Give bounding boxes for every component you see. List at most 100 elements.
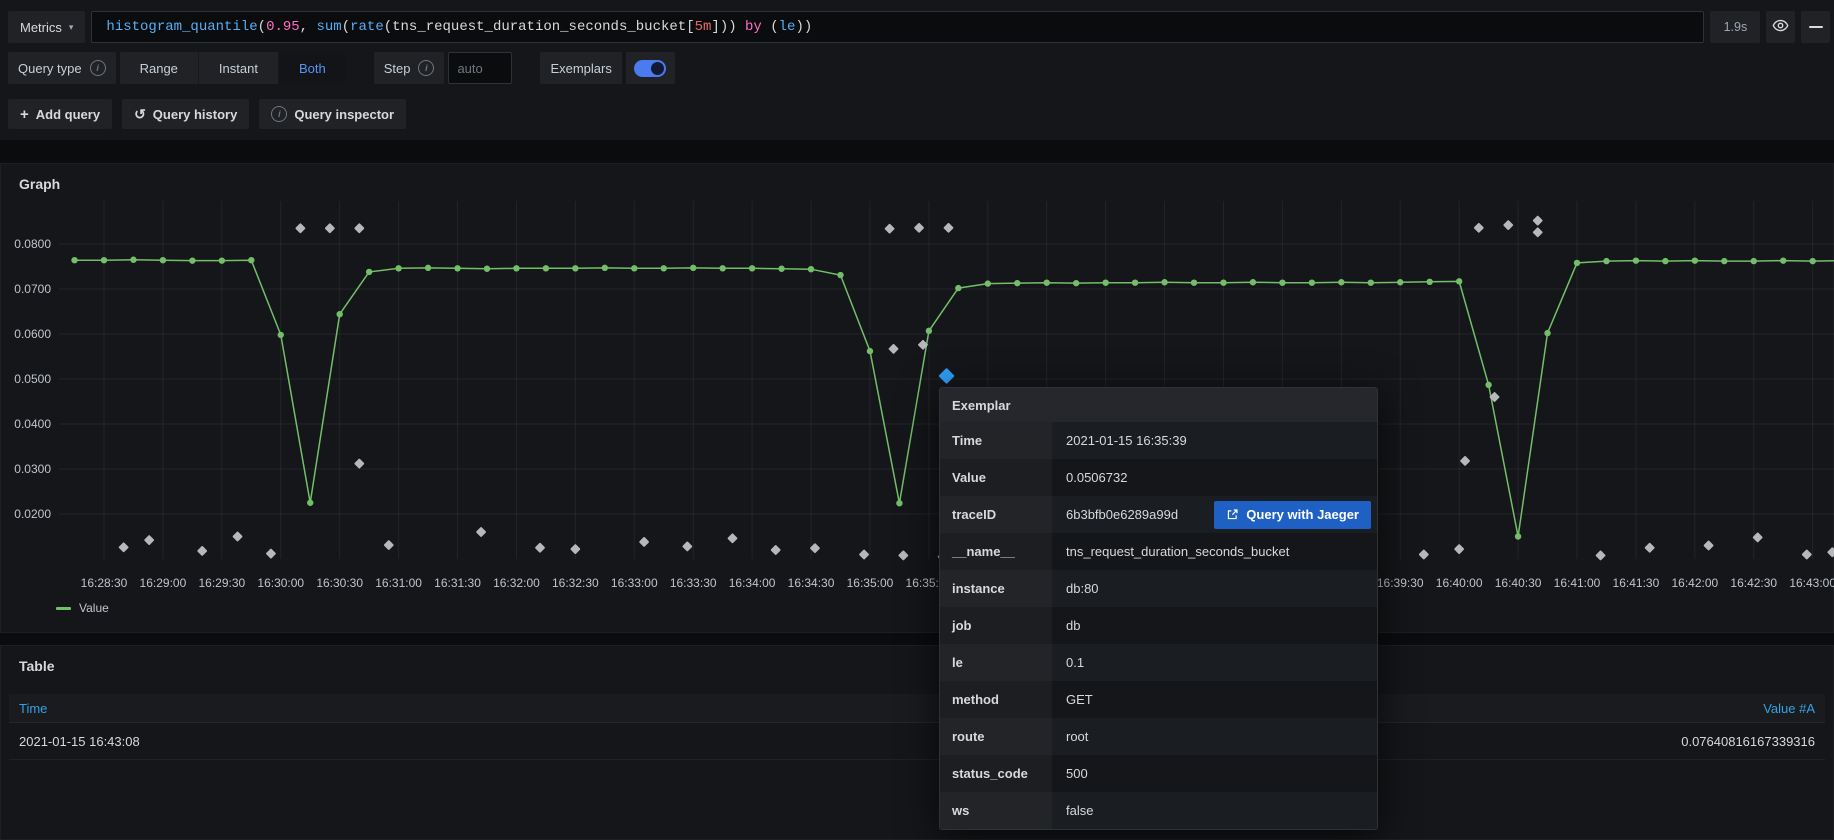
exemplar-marker[interactable] <box>1418 549 1430 560</box>
data-point[interactable] <box>1780 257 1787 264</box>
data-point[interactable] <box>984 280 991 287</box>
exemplar-marker[interactable] <box>1801 549 1812 560</box>
exemplar-marker[interactable] <box>898 550 909 561</box>
data-point[interactable] <box>601 264 609 272</box>
data-point[interactable] <box>1603 257 1610 265</box>
data-point[interactable] <box>218 257 226 264</box>
metrics-dropdown-button[interactable]: Metrics ▾ <box>8 11 86 43</box>
data-point[interactable] <box>1544 329 1551 337</box>
data-point[interactable] <box>1691 257 1699 264</box>
data-point[interactable] <box>1308 279 1316 286</box>
exemplar-marker[interactable] <box>810 543 821 554</box>
exemplar-marker[interactable] <box>1532 215 1543 226</box>
query-history-button[interactable]: ↺ Query history <box>122 99 250 129</box>
data-point[interactable] <box>483 265 491 272</box>
graph-legend[interactable]: Value <box>56 601 109 615</box>
data-point[interactable] <box>1750 257 1757 265</box>
exemplar-marker[interactable] <box>1644 542 1655 553</box>
data-point[interactable] <box>1809 257 1816 265</box>
data-point[interactable] <box>1426 278 1433 285</box>
exemplars-toggle[interactable] <box>625 52 675 84</box>
data-point[interactable] <box>336 311 343 318</box>
selected-exemplar-marker[interactable] <box>938 368 955 384</box>
exemplar-marker[interactable] <box>888 343 899 355</box>
exemplar-marker[interactable] <box>1503 220 1514 231</box>
data-point[interactable] <box>1014 279 1021 287</box>
exemplar-marker[interactable] <box>914 222 925 233</box>
query-input[interactable]: histogram_quantile(0.95, sum(rate(tns_re… <box>91 11 1705 43</box>
exemplar-marker[interactable] <box>324 223 336 234</box>
exemplar-marker[interactable] <box>197 546 208 557</box>
data-point[interactable] <box>1367 279 1374 286</box>
exemplar-marker[interactable] <box>476 527 487 538</box>
exemplar-marker[interactable] <box>918 339 929 350</box>
data-point[interactable] <box>1072 279 1080 287</box>
exemplar-marker[interactable] <box>1703 540 1714 551</box>
data-point[interactable] <box>1485 381 1492 389</box>
exemplar-marker[interactable] <box>682 541 693 552</box>
exemplar-marker[interactable] <box>266 548 277 559</box>
data-point[interactable] <box>365 268 373 276</box>
exemplar-marker[interactable] <box>354 223 365 234</box>
data-point[interactable] <box>925 327 933 335</box>
data-point[interactable] <box>1573 259 1581 267</box>
data-point[interactable] <box>807 266 815 273</box>
remove-query-button[interactable] <box>1801 11 1830 43</box>
exemplar-marker[interactable] <box>295 223 306 234</box>
data-point[interactable] <box>1662 257 1669 265</box>
data-point[interactable] <box>1455 278 1463 285</box>
exemplar-marker[interactable] <box>354 458 365 469</box>
exemplar-marker[interactable] <box>570 544 581 555</box>
exemplar-marker[interactable] <box>1460 456 1471 467</box>
query-type-instant[interactable]: Instant <box>199 52 279 84</box>
exemplar-marker[interactable] <box>1595 550 1606 561</box>
exemplar-marker[interactable] <box>1473 222 1484 233</box>
data-point[interactable] <box>1279 279 1286 286</box>
exemplar-marker[interactable] <box>639 537 650 548</box>
exemplar-marker[interactable] <box>770 545 781 556</box>
exemplar-marker[interactable] <box>943 222 954 233</box>
exemplar-marker[interactable] <box>232 531 243 542</box>
data-point[interactable] <box>955 284 962 292</box>
data-point[interactable] <box>1161 279 1168 286</box>
data-point[interactable] <box>395 265 402 272</box>
data-point[interactable] <box>248 257 255 264</box>
data-point[interactable] <box>513 265 520 272</box>
data-point[interactable] <box>1043 279 1050 286</box>
data-point[interactable] <box>130 256 137 263</box>
data-point[interactable] <box>631 265 638 272</box>
data-point[interactable] <box>572 265 579 272</box>
table-column-header[interactable]: Time <box>19 700 48 716</box>
exemplar-marker[interactable] <box>1752 532 1763 543</box>
data-point[interactable] <box>454 265 461 272</box>
data-point[interactable] <box>748 265 756 272</box>
data-point[interactable] <box>1102 279 1109 286</box>
data-point[interactable] <box>866 347 874 355</box>
data-point[interactable] <box>1190 279 1198 286</box>
exemplar-marker[interactable] <box>1454 544 1465 555</box>
data-point[interactable] <box>1397 279 1404 286</box>
data-point[interactable] <box>424 264 432 272</box>
query-inspector-button[interactable]: i Query inspector <box>259 99 407 129</box>
data-point[interactable] <box>690 264 697 272</box>
exemplar-marker[interactable] <box>144 535 155 546</box>
data-point[interactable] <box>1514 533 1522 540</box>
data-point[interactable] <box>1220 279 1227 286</box>
data-point[interactable] <box>1721 257 1728 265</box>
exemplar-marker[interactable] <box>118 542 129 553</box>
data-point[interactable] <box>277 331 284 339</box>
exemplar-marker[interactable] <box>1827 547 1834 558</box>
data-point[interactable] <box>660 265 667 272</box>
data-point[interactable] <box>837 271 844 279</box>
exemplar-marker[interactable] <box>884 223 895 234</box>
add-query-button[interactable]: + Add query <box>8 99 113 129</box>
exemplar-marker[interactable] <box>535 542 546 553</box>
data-point[interactable] <box>189 257 196 264</box>
exemplar-marker[interactable] <box>1489 392 1500 403</box>
data-point[interactable] <box>159 257 167 264</box>
data-point[interactable] <box>1131 279 1139 286</box>
query-type-range[interactable]: Range <box>120 52 199 84</box>
data-point[interactable] <box>1632 257 1640 264</box>
query-with-jaeger-button[interactable]: Query with Jaeger <box>1214 500 1371 529</box>
show-hide-query-button[interactable] <box>1766 11 1796 43</box>
